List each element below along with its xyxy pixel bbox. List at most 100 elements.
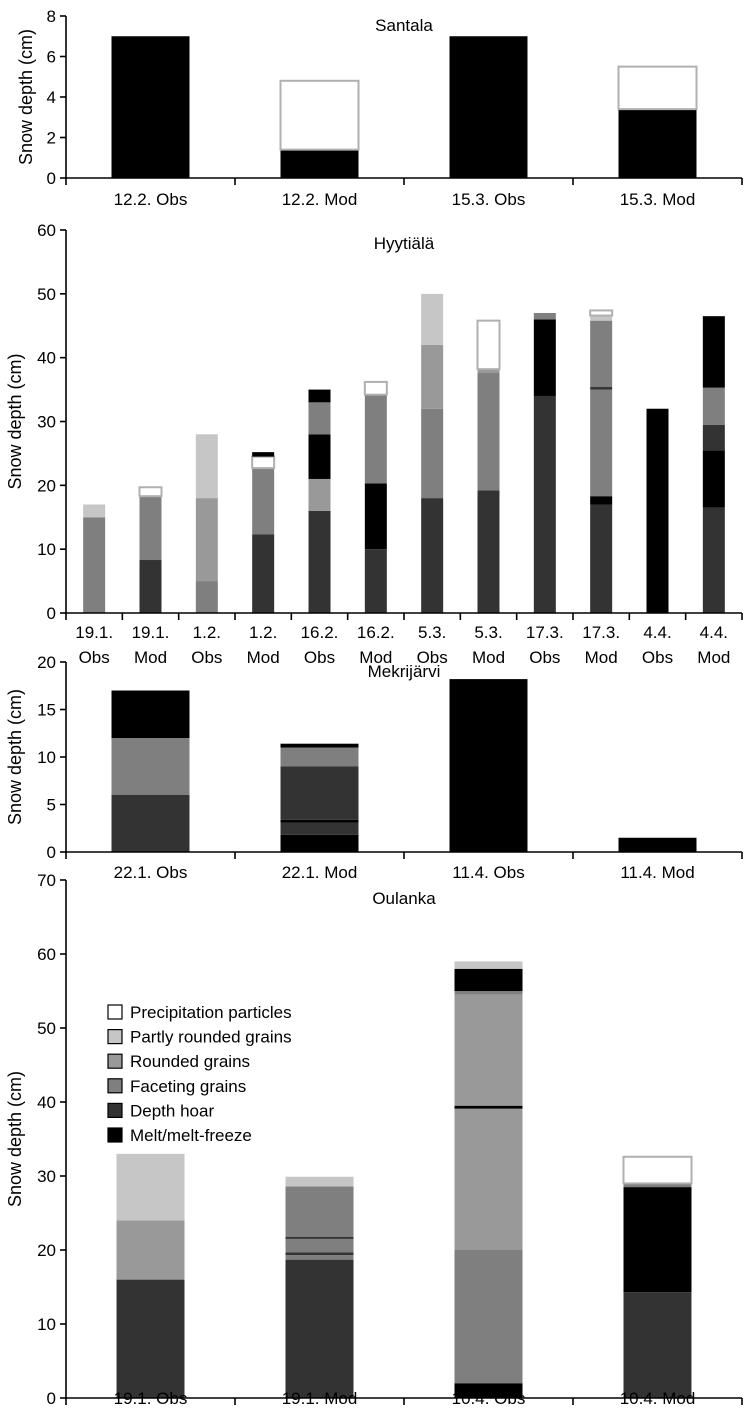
bar-1-3-segment-0 xyxy=(252,534,275,613)
y-tick-label-1-6: 60 xyxy=(37,221,56,240)
bar-1-4-segment-0 xyxy=(308,510,331,613)
y-tick-label-1-2: 20 xyxy=(37,476,56,495)
panel-title-2: Mekrijärvi xyxy=(368,662,441,681)
bar-1-11-segment-3 xyxy=(702,387,725,425)
y-tick-label-1-1: 10 xyxy=(37,540,56,559)
bar-3-1-segment-3 xyxy=(285,1238,354,1253)
bar-2-0-segment-0 xyxy=(111,795,190,852)
legend-swatch-fg xyxy=(107,1078,123,1094)
legend-label-pp: Precipitation particles xyxy=(130,1003,292,1022)
bar-0-2-segment-0 xyxy=(449,36,528,178)
x-tick-label-2-2: 11.4. Obs xyxy=(452,863,524,882)
y-tick-label-2-0: 0 xyxy=(47,843,56,862)
panel-2: 22.1. Obs 22.1. Mod 11.4. Obs 11.4. Mod 0 5 10… xyxy=(5,653,743,882)
bar-3-0-segment-1 xyxy=(116,1220,185,1280)
bar-3-1-segment-6 xyxy=(285,1176,354,1187)
legend-label-rg: Rounded grains xyxy=(130,1052,250,1071)
bar-3-2-segment-4 xyxy=(454,994,523,1106)
bar-1-4-segment-4 xyxy=(308,389,331,403)
bar-1-11-segment-1 xyxy=(702,450,725,508)
bar-3-3-segment-3 xyxy=(622,1155,693,1185)
bar-1-9-segment-4 xyxy=(590,320,613,388)
bar-3-1-segment-5 xyxy=(285,1186,354,1237)
bar-1-2-segment-2 xyxy=(195,434,218,499)
legend-label-fg: Faceting grains xyxy=(130,1077,246,1096)
bar-1-7-segment-1 xyxy=(477,372,500,491)
bar-3-2-segment-2 xyxy=(454,1108,523,1250)
y-tick-label-1-3: 30 xyxy=(37,413,56,432)
legend-label-dh: Depth hoar xyxy=(130,1101,214,1120)
x-tick-label-1-1: 19.1. Mod xyxy=(132,623,170,667)
bar-3-2-segment-3 xyxy=(454,1105,523,1109)
bar-1-5-segment-0 xyxy=(364,549,387,613)
y-tick-label-1-5: 50 xyxy=(37,285,56,304)
y-tick-label-2-3: 15 xyxy=(37,701,56,720)
bar-3-2-segment-5 xyxy=(454,991,523,995)
bar-2-1-segment-1 xyxy=(280,822,359,835)
bar-3-1-segment-1 xyxy=(285,1255,354,1260)
bar-1-6-segment-2 xyxy=(421,344,444,409)
bar-1-9-segment-1 xyxy=(590,496,613,505)
bar-1-9-segment-2 xyxy=(590,389,613,497)
bar-1-6-segment-3 xyxy=(421,293,444,345)
x-tick-label-2-0: 22.1. Obs xyxy=(114,863,188,882)
y-axis-label-2: Snow depth (cm) xyxy=(5,689,25,825)
bar-3-2-segment-6 xyxy=(454,968,523,991)
bar-1-9-segment-5 xyxy=(590,315,613,321)
bar-1-1-segment-0 xyxy=(139,560,162,613)
legend-swatch-pp xyxy=(107,1004,123,1020)
y-axis-label-3: Snow depth (cm) xyxy=(5,1071,25,1207)
bar-2-2-segment-0 xyxy=(449,679,528,852)
bar-1-10-segment-0 xyxy=(646,408,669,613)
panel-title-1: Hyytiälä xyxy=(374,234,435,253)
bar-1-6-segment-0 xyxy=(421,498,444,613)
x-tick-label-2-3: 11.4. Mod xyxy=(620,863,694,882)
bar-1-9-segment-3 xyxy=(590,387,613,390)
bar-1-11-segment-2 xyxy=(702,424,725,451)
x-tick-label-1-0: 19.1. Obs xyxy=(75,623,113,667)
y-tick-label-1-0: 0 xyxy=(47,604,56,623)
bar-2-1-segment-0 xyxy=(280,834,359,852)
x-tick-label-1-5: 16.2. Mod xyxy=(357,623,395,667)
bar-1-5-segment-3 xyxy=(363,380,388,396)
x-tick-label-0-1: 12.2. Mod xyxy=(282,190,358,209)
legend-label-prg: Partly rounded grains xyxy=(130,1028,292,1047)
bar-3-2-segment-1 xyxy=(454,1250,523,1384)
bar-1-4-segment-2 xyxy=(308,434,331,479)
bar-1-4-segment-3 xyxy=(308,402,331,435)
bar-1-11-segment-0 xyxy=(702,507,725,613)
y-tick-label-2-4: 20 xyxy=(37,653,56,672)
bar-1-7-segment-0 xyxy=(477,490,500,613)
y-tick-label-0-2: 4 xyxy=(47,88,56,107)
bar-1-7-segment-2 xyxy=(477,369,500,373)
x-tick-label-0-2: 15.3. Obs xyxy=(452,190,526,209)
bar-2-3-segment-0 xyxy=(618,837,697,852)
bar-3-1-segment-4 xyxy=(285,1236,354,1239)
y-tick-label-1-4: 40 xyxy=(37,349,56,368)
bar-3-3-segment-2 xyxy=(623,1183,692,1188)
y-tick-label-0-3: 6 xyxy=(47,48,56,67)
legend: Precipitation particles Partly rounded gr… xyxy=(107,1003,292,1145)
bar-1-2-segment-1 xyxy=(195,498,218,582)
y-tick-label-3-1: 10 xyxy=(37,1315,56,1334)
x-tick-label-1-10: 4.4. Obs xyxy=(642,623,673,667)
bar-1-1-segment-2 xyxy=(138,486,163,498)
bar-2-1-segment-5 xyxy=(280,743,359,748)
bar-3-2-segment-7 xyxy=(454,961,523,969)
x-tick-label-0-3: 15.3. Mod xyxy=(620,190,696,209)
bar-1-11-segment-4 xyxy=(702,316,725,388)
x-tick-label-1-11: 4.4. Mod xyxy=(697,623,730,667)
x-tick-label-1-2: 1.2. Obs xyxy=(191,623,222,667)
y-tick-label-2-1: 5 xyxy=(47,796,56,815)
bar-0-3-segment-1 xyxy=(617,65,698,111)
y-tick-label-0-0: 0 xyxy=(47,169,56,188)
y-tick-label-3-7: 70 xyxy=(37,871,56,890)
x-tick-label-1-6: 5.3. Obs xyxy=(417,623,448,667)
bar-1-2-segment-0 xyxy=(195,581,218,613)
bar-2-0-segment-2 xyxy=(111,690,190,738)
bar-3-1-segment-0 xyxy=(285,1259,354,1398)
panel-0: 12.2. Obs 12.2. Mod 15.3. Obs 15.3. Mod 0 2 4 6… xyxy=(16,7,743,209)
bar-1-0-segment-1 xyxy=(83,504,106,518)
bar-1-0-segment-0 xyxy=(83,517,106,613)
